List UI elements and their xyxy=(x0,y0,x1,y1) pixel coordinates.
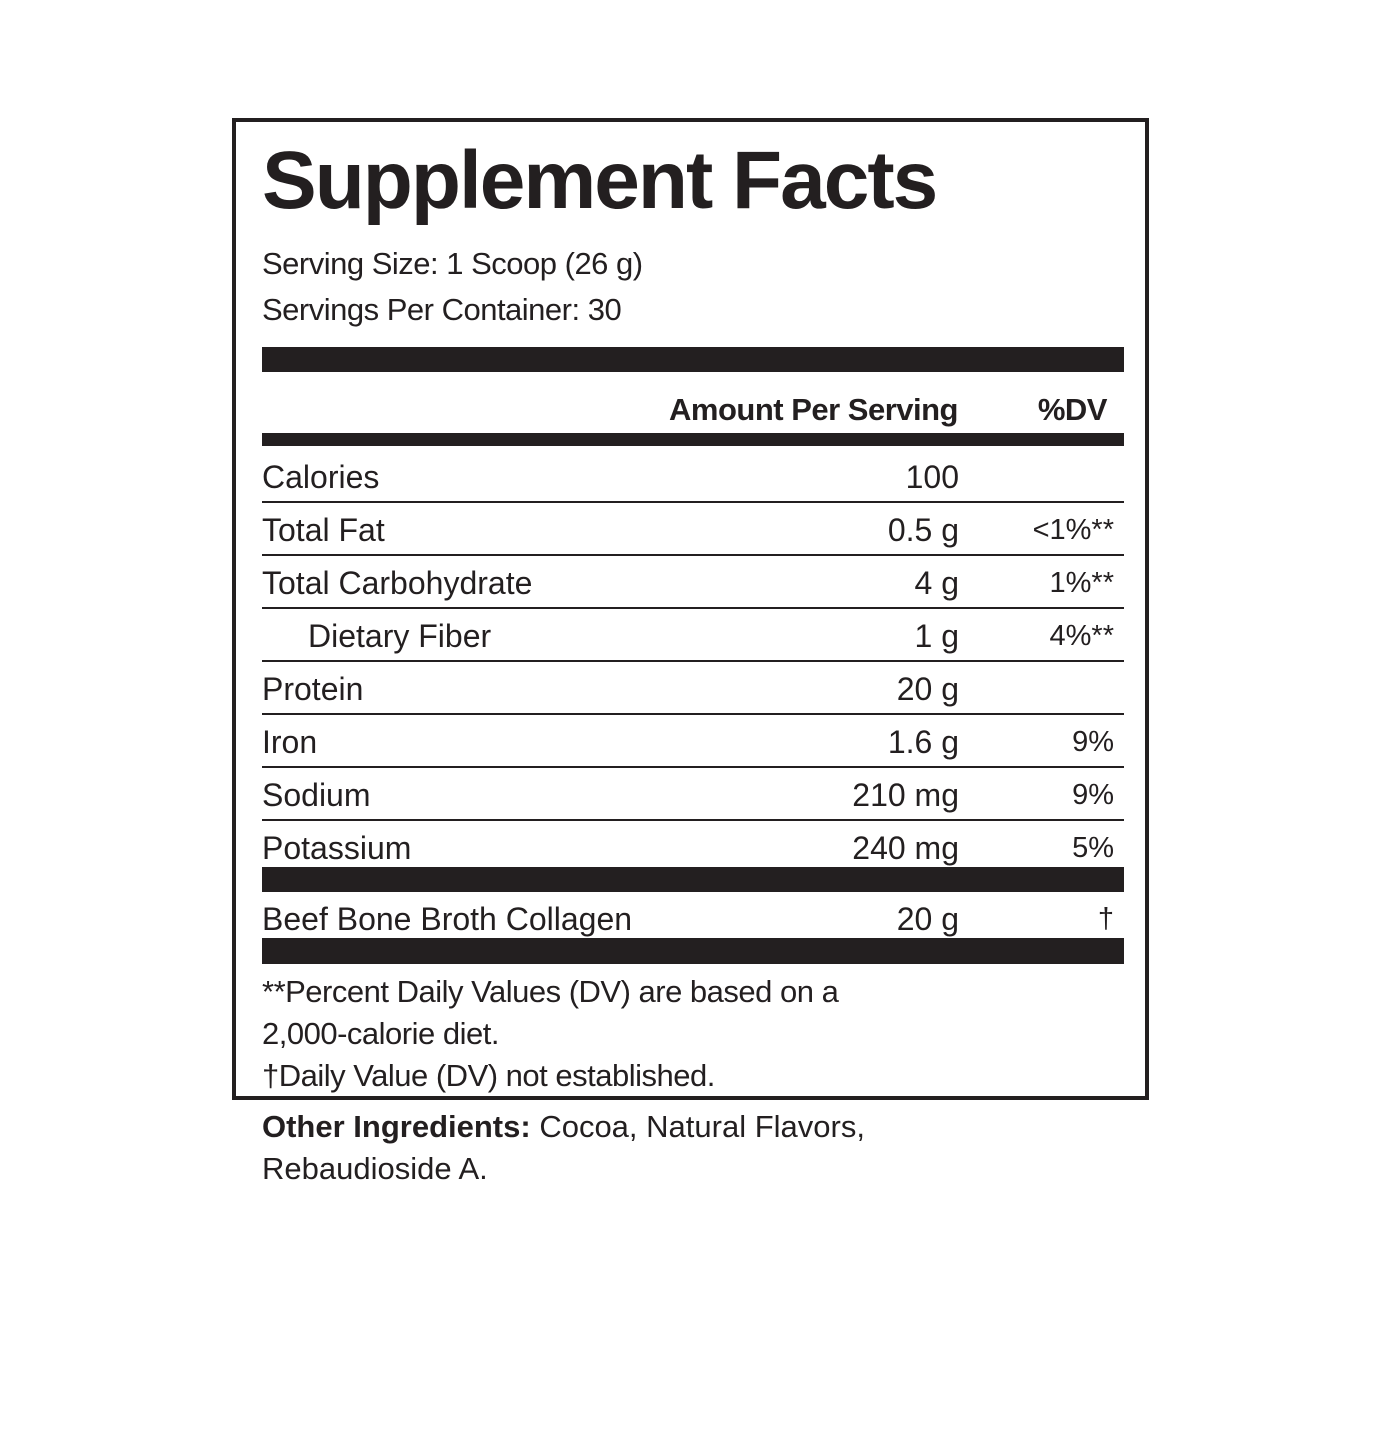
supplement-facts-panel: Supplement Facts Serving Size: 1 Scoop (… xyxy=(232,118,1149,1100)
thick-divider xyxy=(262,867,1124,892)
servings-per-container: Servings Per Container: 30 xyxy=(262,292,622,327)
table-row: Total Carbohydrate 4 g 1%** xyxy=(262,556,1124,609)
table-row: Calories 100 xyxy=(262,450,1124,503)
nutrient-dv: 9% xyxy=(1072,779,1114,811)
nutrient-name: Total Fat xyxy=(262,512,385,548)
dv-header: %DV xyxy=(1037,392,1108,427)
nutrient-amount: 210 mg xyxy=(852,777,959,813)
table-row: Protein 20 g xyxy=(262,662,1124,715)
table-row: Dietary Fiber 1 g 4%** xyxy=(262,609,1124,662)
thick-divider xyxy=(262,347,1124,372)
thick-divider xyxy=(262,938,1124,964)
serving-size: Serving Size: 1 Scoop (26 g) xyxy=(262,246,643,281)
nutrient-amount: 20 g xyxy=(896,671,959,707)
nutrient-name: Potassium xyxy=(262,830,412,866)
medium-divider xyxy=(262,433,1124,446)
nutrient-amount: 1.6 g xyxy=(887,724,959,760)
table-row: Iron 1.6 g 9% xyxy=(262,715,1124,768)
other-ingredients: Other Ingredients: Cocoa, Natural Flavor… xyxy=(262,1111,865,1142)
footnote: 2,000-calorie diet. xyxy=(262,1016,499,1051)
table-row-collagen: Beef Bone Broth Collagen 20 g † xyxy=(262,892,1124,943)
nutrient-amount: 4 g xyxy=(914,565,959,601)
nutrient-dv: 4%** xyxy=(1049,620,1115,652)
ingredient-amount: 20 g xyxy=(896,901,959,937)
nutrient-dv: 1%** xyxy=(1049,567,1115,599)
nutrient-dv: 9% xyxy=(1072,726,1114,758)
footnote: **Percent Daily Values (DV) are based on… xyxy=(262,974,839,1009)
nutrient-dv: 5% xyxy=(1072,832,1114,864)
nutrient-name: Total Carbohydrate xyxy=(262,565,533,601)
table-row: Total Fat 0.5 g <1%** xyxy=(262,503,1124,556)
nutrient-name: Iron xyxy=(262,724,318,760)
table-row: Sodium 210 mg 9% xyxy=(262,768,1124,821)
table-row: Potassium 240 mg 5% xyxy=(262,821,1124,872)
nutrient-name: Protein xyxy=(262,671,364,707)
nutrient-name: Sodium xyxy=(262,777,371,813)
nutrient-amount: 1 g xyxy=(914,618,959,654)
ingredient-dv: † xyxy=(1097,903,1114,935)
nutrient-name: Calories xyxy=(262,459,380,495)
nutrient-amount: 0.5 g xyxy=(887,512,959,548)
nutrient-dv: <1%** xyxy=(1032,514,1114,546)
footnote: †Daily Value (DV) not established. xyxy=(262,1058,715,1093)
nutrient-name: Dietary Fiber xyxy=(308,618,492,654)
nutrient-amount: 100 xyxy=(905,459,959,495)
other-ingredients-line2: Rebaudioside A. xyxy=(262,1151,488,1186)
nutrient-table: Calories 100 Total Fat 0.5 g <1%** Total Ca… xyxy=(262,450,1124,872)
panel-title: Supplement Facts xyxy=(262,135,938,226)
ingredient-name: Beef Bone Broth Collagen xyxy=(262,901,633,937)
amount-header: Amount Per Serving xyxy=(669,392,959,427)
other-ingredients-text: Cocoa, Natural Flavors, xyxy=(530,1109,865,1144)
nutrient-amount: 240 mg xyxy=(852,830,959,866)
other-ingredients-label: Other Ingredients: xyxy=(262,1109,531,1144)
